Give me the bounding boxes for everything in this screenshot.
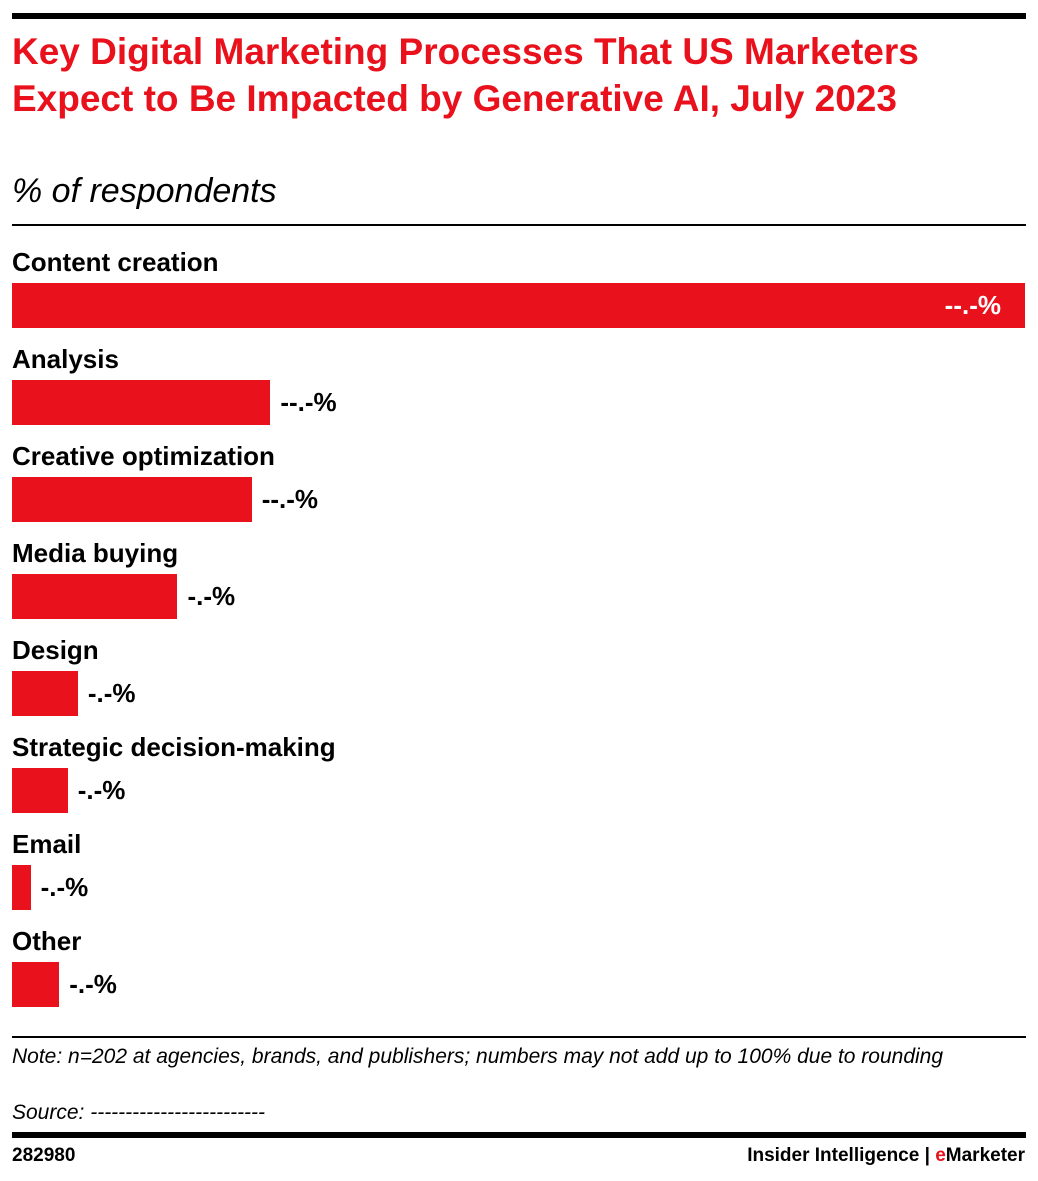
brand-rest: Marketer <box>945 1145 1025 1166</box>
note: Note: n=202 at agencies, brands, and pub… <box>12 1045 944 1068</box>
category-label: Creative optimization <box>12 441 275 471</box>
brand-separator: | <box>924 1145 930 1166</box>
bar <box>12 671 78 716</box>
brand-e: e <box>935 1145 946 1166</box>
value-label: -.-% <box>77 775 126 805</box>
top-rule <box>12 13 1026 19</box>
category-label: Content creation <box>12 247 219 277</box>
chart-title: Key Digital Marketing Processes That US … <box>12 31 919 119</box>
value-label: --.-% <box>944 290 1001 320</box>
bar <box>12 865 31 910</box>
value-label: -.-% <box>40 872 89 902</box>
bottom-rule <box>12 1132 1026 1138</box>
value-label: -.-% <box>187 581 236 611</box>
bar <box>12 477 252 522</box>
category-label: Other <box>12 926 82 956</box>
category-label: Analysis <box>12 344 119 374</box>
value-label: -.-% <box>69 969 117 999</box>
bar <box>12 768 68 813</box>
brand-name: Insider Intelligence <box>747 1145 920 1166</box>
category-label: Design <box>12 635 99 665</box>
value-label: -.-% <box>87 678 136 708</box>
bar <box>12 962 60 1007</box>
header-rule <box>12 224 1026 226</box>
value-label: --.-% <box>280 387 337 417</box>
brand: Insider Intelligence | eMarketer <box>747 1145 1025 1167</box>
bar <box>12 574 178 619</box>
source: Source: ------------------------- <box>12 1101 266 1124</box>
chart-subtitle: % of respondents <box>12 172 277 210</box>
category-label: Email <box>12 829 82 859</box>
bar <box>12 380 271 425</box>
category-label: Media buying <box>12 538 179 568</box>
bar <box>12 283 1025 328</box>
category-label: Strategic decision-making <box>12 732 336 762</box>
note-rule <box>12 1036 1026 1038</box>
value-label: --.-% <box>261 484 319 514</box>
chart-id: 282980 <box>12 1145 76 1166</box>
